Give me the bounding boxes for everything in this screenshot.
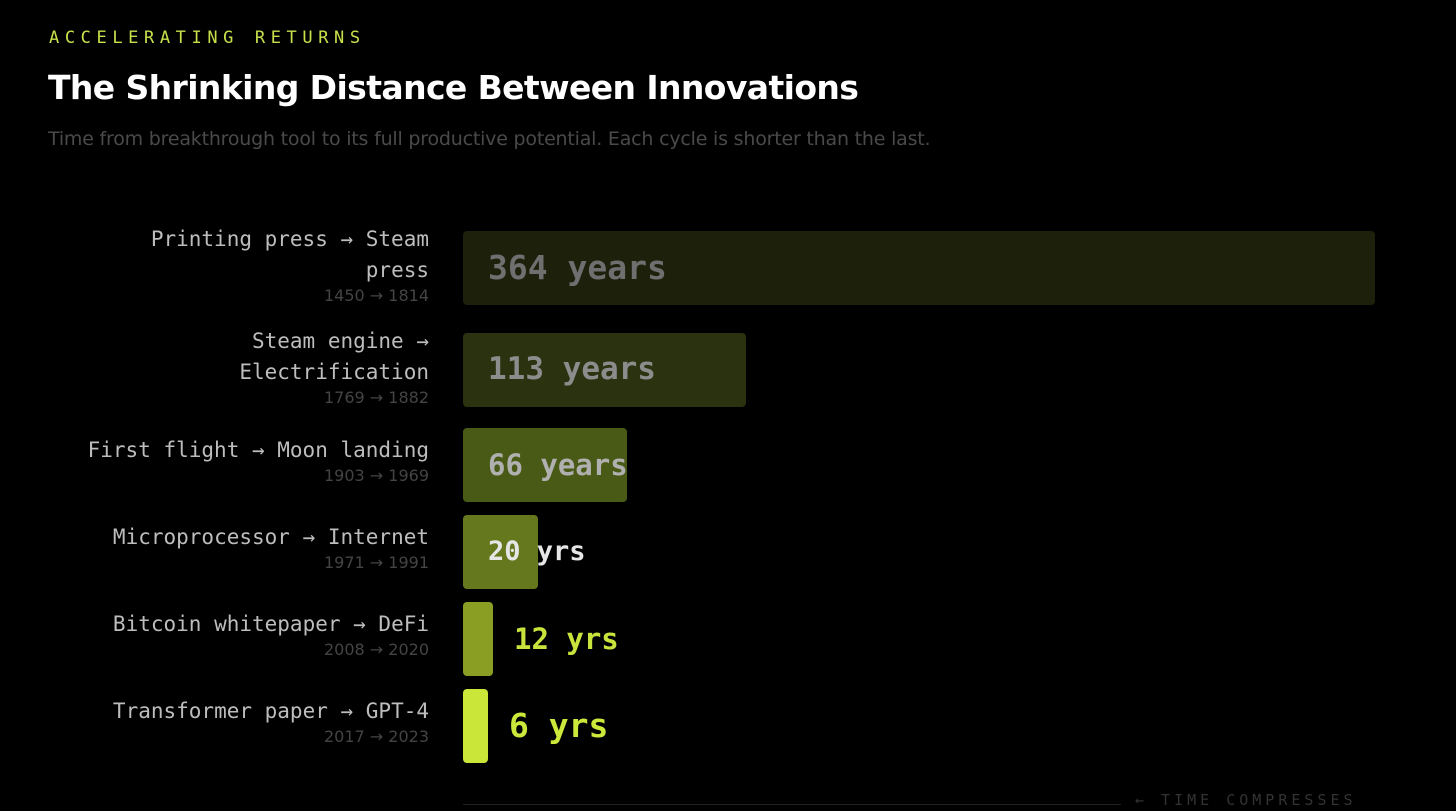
chart-title: The Shrinking Distance Between Innovatio… [48,68,859,107]
year-range: 2008 → 2020 [323,640,429,659]
category-label: Steam engine → Electrification 1769 → 188… [124,326,429,408]
category-label: Printing press → Steam press 1450 → 1814 [124,224,429,306]
category-label: Bitcoin whitepaper → DeFi 2008 → 2020 [29,609,429,660]
category-name: Printing press → Steam press [150,227,429,282]
category-name: Microprocessor → Internet [112,525,429,549]
year-range: 1769 → 1882 [323,388,429,407]
category-name: Steam engine → Electrification [239,329,429,384]
bar [463,428,627,502]
category-name: Bitcoin whitepaper → DeFi [112,612,429,636]
chart-eyebrow: ACCELERATING RETURNS [49,28,366,48]
value-label: 6 yrs [509,706,609,746]
category-name: First flight → Moon landing [87,438,429,462]
bar [463,515,538,589]
year-range: 1903 → 1969 [323,466,429,485]
value-label: 66 years [488,447,628,482]
bar [463,231,1375,305]
bar [463,333,746,407]
category-label: Transformer paper → GPT-4 2017 → 2023 [29,696,429,747]
value-label: 364 years [488,248,667,288]
category-name: Transformer paper → GPT-4 [112,699,429,723]
value-label: 12 yrs [514,621,619,656]
chart-subtitle: Time from breakthrough tool to its full … [48,128,931,150]
axis-line [463,804,1121,805]
value-label: 113 years [488,351,656,388]
category-label: Microprocessor → Internet 1971 → 1991 [29,522,429,573]
axis-annotation: ← TIME COMPRESSES [1135,791,1357,809]
category-label: First flight → Moon landing 1903 → 1969 [29,435,429,486]
year-range: 1450 → 1814 [323,286,429,305]
bar [463,689,488,763]
year-range: 2017 → 2023 [323,727,429,746]
value-label: 20 yrs [488,535,586,567]
year-range: 1971 → 1991 [323,553,429,572]
bar [463,602,493,676]
